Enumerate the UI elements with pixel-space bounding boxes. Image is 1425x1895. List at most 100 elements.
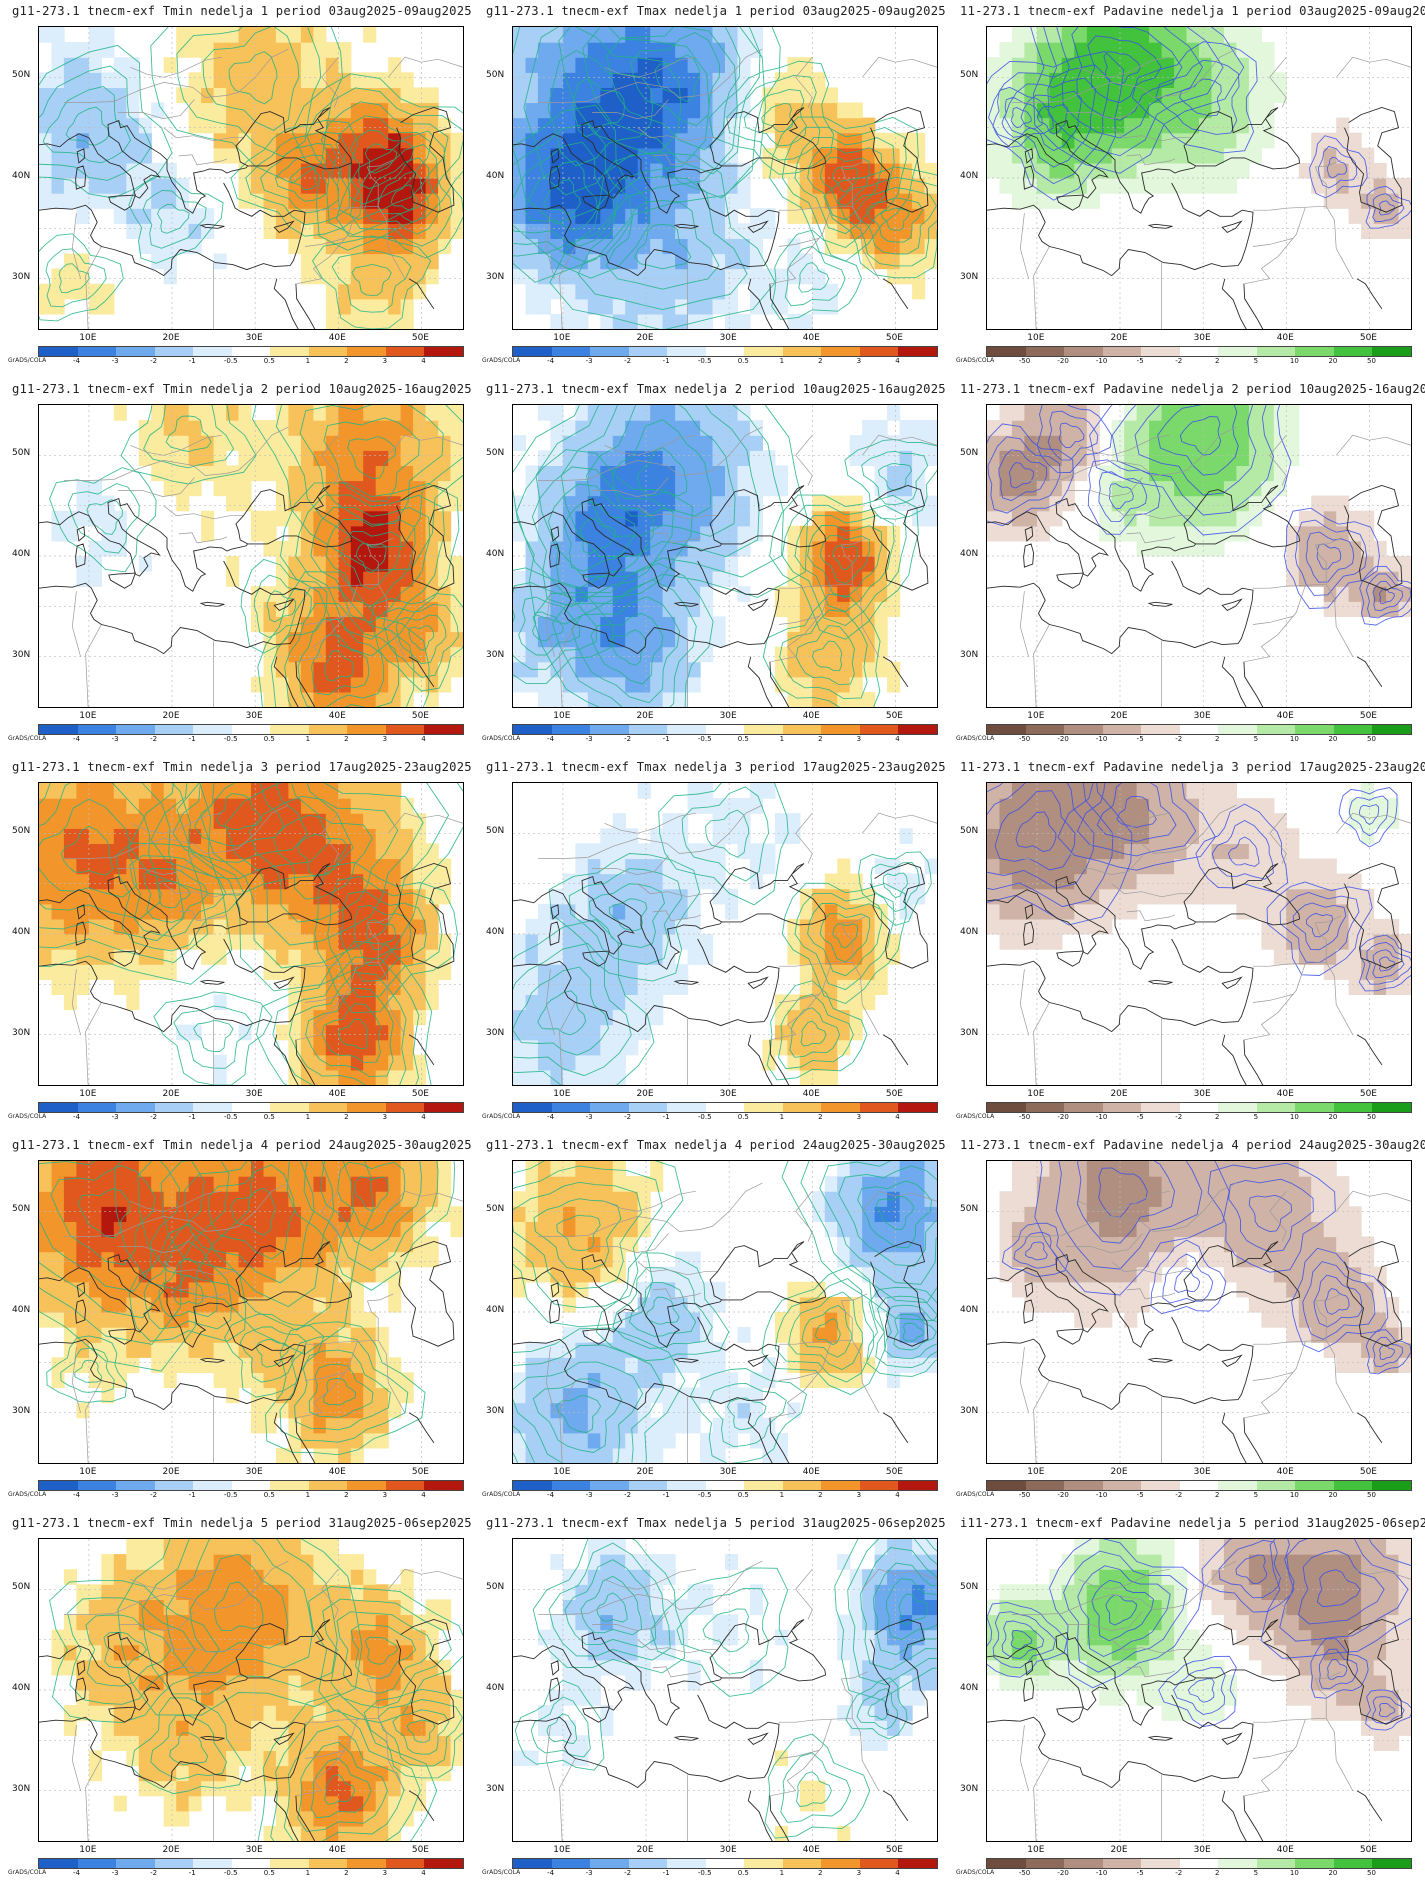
grads-credit: GrADS/COLA	[482, 1113, 521, 1120]
map-canvas	[39, 27, 463, 329]
longitude-label: 40E	[1276, 333, 1294, 343]
colorbar-swatch	[1141, 1481, 1180, 1490]
colorbar-swatch	[116, 1103, 155, 1112]
colorbar-tick-label: 4	[421, 1113, 426, 1121]
colorbar-swatch	[859, 1859, 899, 1868]
colorbar-swatch	[270, 1103, 309, 1112]
longitude-label: 30E	[1193, 1467, 1211, 1477]
latitude-label: 50N	[486, 1204, 505, 1215]
colorbar-tick-label: 0.5	[263, 1113, 275, 1121]
map-canvas	[987, 1539, 1411, 1841]
country-borders	[537, 1560, 937, 1841]
grads-credit: GrADS/COLA	[482, 735, 521, 742]
colorbar-swatch	[1218, 1103, 1257, 1112]
colorbar-swatch	[308, 1859, 348, 1868]
latitude-label: 40N	[486, 1683, 505, 1693]
colorbar-swatch	[1141, 1859, 1180, 1868]
colorbar-swatch	[1102, 725, 1142, 734]
longitude-label: 20E	[636, 1089, 654, 1099]
colorbar-tick-label: 0.5	[737, 1491, 749, 1499]
panel-title: g11-273.1 tnecm-exf Tmax nedelja 2 perio…	[486, 382, 946, 396]
colorbar-tick-label: -3	[111, 1491, 119, 1499]
colorbar-tick-label: -3	[111, 1113, 119, 1121]
colorbar-swatch	[116, 1859, 155, 1868]
colorbar-swatch	[385, 347, 425, 356]
colorbar-swatch	[116, 347, 155, 356]
colorbar-tick-label: -0.5	[223, 1491, 238, 1499]
colorbar-swatch	[667, 347, 706, 356]
colorbar-tick-label: -4	[73, 1869, 81, 1877]
colorbar-tick-label: 4	[421, 735, 426, 743]
panel-title: 11-273.1 tnecm-exf Padavine nedelja 1 pe…	[960, 4, 1425, 18]
colorbar-tick-label: 10	[1289, 1491, 1299, 1499]
graticule	[39, 783, 463, 1085]
longitude-label: 10E	[553, 711, 571, 721]
colorbar-swatch	[193, 1103, 232, 1112]
longitude-label: 50E	[411, 1845, 429, 1855]
graticule	[513, 783, 937, 1085]
grads-credit: GrADS/COLA	[956, 735, 995, 742]
colorbar-swatch	[987, 1859, 1026, 1868]
map-canvas	[987, 1161, 1411, 1463]
colorbar-tick-label: -3	[111, 1869, 119, 1877]
colorbar-tick-label: -50	[1018, 1491, 1031, 1499]
colorbar-swatch	[1064, 1859, 1103, 1868]
colorbar-swatch	[590, 1859, 629, 1868]
colorbar-tick-label: 0.5	[263, 357, 275, 365]
colorbar-tick-label: -1	[188, 1113, 196, 1121]
colorbar-tick-label: 2	[818, 735, 823, 743]
longitude-label: 20E	[1110, 333, 1128, 343]
colorbar-tick-label: 0.5	[263, 1869, 275, 1877]
colorbar-labels: -4 -3 -2 -1 -0.5 0.5 1 2 3 4	[38, 735, 462, 745]
colorbar-swatch	[347, 1859, 386, 1868]
colorbar-tick-label: 50	[1366, 357, 1376, 365]
latitude-label: 30N	[486, 649, 505, 660]
colorbar-swatch	[821, 1859, 860, 1868]
colorbar-swatch	[116, 1481, 155, 1490]
colorbar-swatch	[424, 1859, 464, 1868]
colorbar-swatch	[1064, 1481, 1103, 1490]
coastlines	[513, 1619, 929, 1841]
longitude-label: 50E	[885, 1845, 903, 1855]
colorbar-tick-label: 0.5	[263, 735, 275, 743]
colorbar-swatch	[77, 725, 117, 734]
grads-credit: GrADS/COLA	[8, 357, 47, 364]
longitude-label: 40E	[1276, 1845, 1294, 1855]
colorbar-tick-label: 1	[305, 357, 311, 365]
longitude-label: 20E	[1110, 1089, 1128, 1099]
map-canvas	[987, 783, 1411, 1085]
colorbar-swatch	[1372, 1481, 1412, 1490]
contour-lines	[513, 405, 937, 707]
colorbar-swatch	[1295, 1103, 1334, 1112]
anomaly-shading	[987, 783, 1411, 995]
grads-credit: GrADS/COLA	[956, 1491, 995, 1498]
colorbar-swatch	[821, 1481, 860, 1490]
colorbar-swatch	[744, 1859, 783, 1868]
colorbar-swatch	[744, 725, 783, 734]
longitude-label: 40E	[802, 711, 820, 721]
colorbar-tick-label: -4	[73, 357, 81, 365]
colorbar-tick-label: -0.5	[697, 1869, 712, 1877]
colorbar-swatch	[590, 1481, 629, 1490]
colorbar-swatch	[821, 725, 860, 734]
map-panel: g11-273.1 tnecm-exf Tmax nedelja 4 perio…	[478, 1134, 948, 1512]
anomaly-map	[986, 1160, 1412, 1464]
panel-title: g11-273.1 tnecm-exf Tmin nedelja 1 perio…	[12, 4, 472, 18]
colorbar-tick-label: -10	[1095, 357, 1108, 365]
colorbar-tick-label: -4	[547, 1491, 555, 1499]
colorbar-swatch	[77, 347, 117, 356]
colorbar-tick-label: 1	[305, 735, 311, 743]
colorbar-swatch	[1179, 1103, 1219, 1112]
colorbar-tick-label: -2	[1175, 1869, 1183, 1877]
map-canvas	[513, 27, 937, 329]
colorbar-tick-label: -50	[1018, 357, 1031, 365]
colorbar-swatch	[385, 725, 425, 734]
colorbar-tick-label: -1	[662, 735, 670, 743]
colorbar-tick-label: -5	[1136, 357, 1144, 365]
colorbar-tick-label: -4	[547, 735, 555, 743]
longitude-label: 10E	[79, 1467, 97, 1477]
country-borders	[63, 804, 463, 1085]
colorbar	[38, 724, 464, 735]
colorbar	[986, 724, 1412, 735]
longitude-label: 20E	[162, 1845, 180, 1855]
